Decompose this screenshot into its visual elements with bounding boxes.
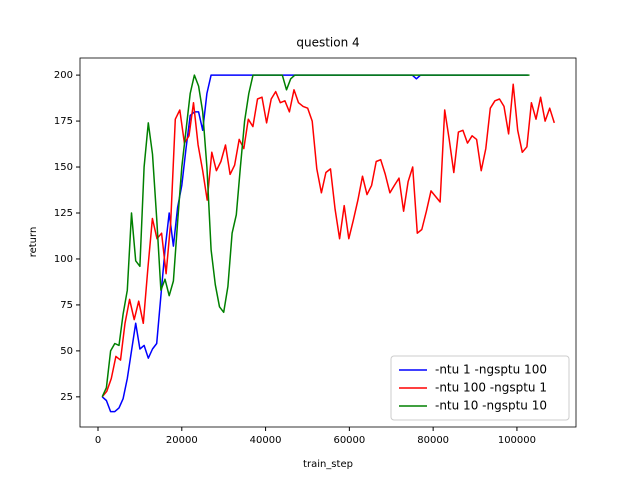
series-line	[101, 83, 556, 398]
legend: -ntu 1 -ngsptu 100 -ntu 100 -ngsptu 1 -ntu…	[390, 355, 570, 421]
y-tick-label: 50	[60, 346, 73, 357]
y-tick-label: 150	[54, 162, 73, 173]
x-tick-label: 20000	[166, 435, 198, 446]
y-tick-label: 75	[60, 300, 73, 311]
y-tick-label: 175	[54, 116, 73, 127]
y-tick-label: 25	[60, 392, 73, 403]
x-tick-label: 80000	[417, 435, 449, 446]
x-axis-label: train_step	[303, 459, 353, 470]
x-tick-label: 100000	[498, 435, 536, 446]
legend-label: -ntu 100 -ngsptu 1	[435, 381, 547, 395]
legend-label: -ntu 1 -ngsptu 100	[435, 363, 547, 377]
chart-title: question 4	[296, 36, 359, 50]
series-line	[101, 74, 528, 413]
x-tick-label: 40000	[250, 435, 282, 446]
x-tick-label: 60000	[333, 435, 365, 446]
y-axis-label: return	[28, 227, 39, 258]
legend-box	[390, 355, 570, 421]
plot-frame	[79, 57, 577, 428]
y-tick-label: 125	[54, 208, 73, 219]
x-tick-label: 0	[95, 435, 101, 446]
legend-label: -ntu 10 -ngsptu 10	[435, 399, 547, 413]
y-tick-label: 100	[54, 254, 73, 265]
y-tick-label: 200	[54, 70, 73, 81]
series-line	[101, 74, 530, 398]
